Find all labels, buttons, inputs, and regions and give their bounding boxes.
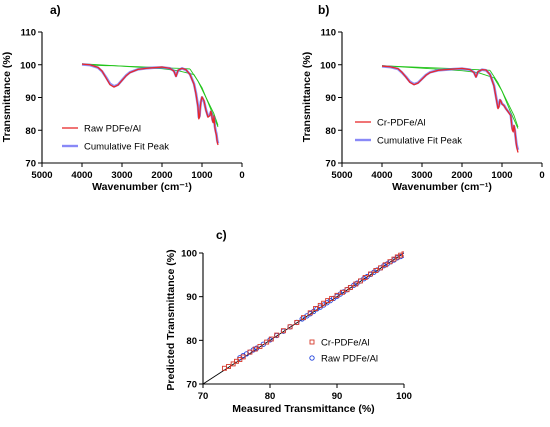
cr-data-point [240,354,246,360]
cr-data-point [329,295,335,301]
x-axis-title: Measured Transmittance (%) [232,403,374,415]
cr-data-point [398,252,404,258]
cr-data-point [287,324,293,330]
legend-label: Raw PDFe/Al [84,124,141,135]
x-tick-label: 70 [198,391,209,402]
x-tick-label: 90 [332,391,343,402]
y-tick-label: 70 [25,159,36,170]
cr-data-point [252,346,258,352]
measured-series-line [81,63,219,146]
raw-data-point [299,316,305,322]
cr-data-point [230,361,236,367]
cr-data-point [280,328,286,334]
legend-marker-raw [309,355,315,361]
legend-label: Cumulative Fit Peak [84,142,169,153]
cr-data-point [313,306,319,311]
cr-data-point [339,289,345,295]
cr-data-point [294,319,300,325]
cr-data-point [378,265,383,271]
x-tick-label: 4000 [371,170,392,181]
panel-label: c) [216,228,227,242]
plot-area [81,63,220,146]
legend-marker-cr [309,339,315,345]
y-tick-label: 80 [25,126,36,137]
cr-data-point [264,339,270,345]
y-tick-label: 90 [325,93,336,104]
y-tick-label: 70 [325,159,336,170]
cr-data-point [321,300,327,306]
cr-data-point [362,275,368,280]
plot-area [203,251,404,384]
cr-data-point [274,332,280,338]
legend-label: Cumulative Fit Peak [377,136,462,147]
x-tick-label: 100 [396,391,412,402]
y-axis-title: Transmittance (%) [301,52,313,142]
identity-line [203,252,404,384]
baseline-series-line [381,65,519,129]
panel-label: a) [50,3,61,17]
y-tick-label: 110 [321,28,336,39]
cr-data-point [257,343,263,349]
x-tick-label: 2000 [451,170,472,181]
cr-data-point [226,364,231,369]
y-axis-title: Predicted Transmittance (%) [165,249,177,390]
y-axis-title: Transmittance (%) [1,52,13,142]
y-tick-label: 70 [186,380,197,391]
x-axis-title: Wavenumber (cm⁻¹) [92,181,192,193]
legend-label: Raw PDFe/Al [321,354,378,365]
y-tick-label: 80 [186,336,197,347]
x-tick-label: 0 [539,170,544,181]
y-tick-label: 100 [20,60,36,71]
y-tick-label: 100 [181,249,197,260]
cr-data-point [334,292,340,298]
legend-label: Cr-PDFe/Al [377,118,426,129]
cr-data-point [387,259,393,265]
baseline-series-line [81,63,191,70]
x-tick-label: 2000 [151,170,172,181]
x-tick-label: 1000 [191,170,212,181]
x-axis-title: Wavenumber (cm⁻¹) [392,181,492,193]
cr-data-point [237,357,243,362]
x-tick-label: 4000 [71,170,92,181]
y-tick-label: 90 [25,93,36,104]
cr-data-point [347,285,353,290]
x-tick-label: 3000 [111,170,132,181]
plot-area [381,65,520,153]
cr-data-point [307,310,313,316]
cr-data-point [247,349,253,355]
cr-data-point [382,262,388,268]
x-tick-label: 5000 [331,170,352,181]
measured-series-line [381,65,519,153]
y-tick-label: 110 [21,28,36,39]
x-tick-label: 3000 [411,170,432,181]
x-tick-label: 0 [239,170,244,181]
y-tick-label: 100 [320,60,336,71]
cr-data-point [401,251,404,257]
cr-data-point [353,281,359,287]
cr-data-point [268,336,274,342]
x-tick-label: 5000 [31,170,52,181]
cr-data-point [373,268,379,273]
x-tick-label: 1000 [491,170,512,181]
cr-data-point [358,278,363,284]
y-tick-label: 80 [325,126,336,137]
cr-data-point [301,315,306,321]
y-tick-label: 90 [186,292,197,303]
baseline-series-line [489,70,519,128]
legend-label: Cr-PDFe/Al [321,338,370,349]
cr-data-point [368,271,373,277]
x-tick-label: 80 [265,391,276,402]
panel-label: b) [318,3,329,17]
